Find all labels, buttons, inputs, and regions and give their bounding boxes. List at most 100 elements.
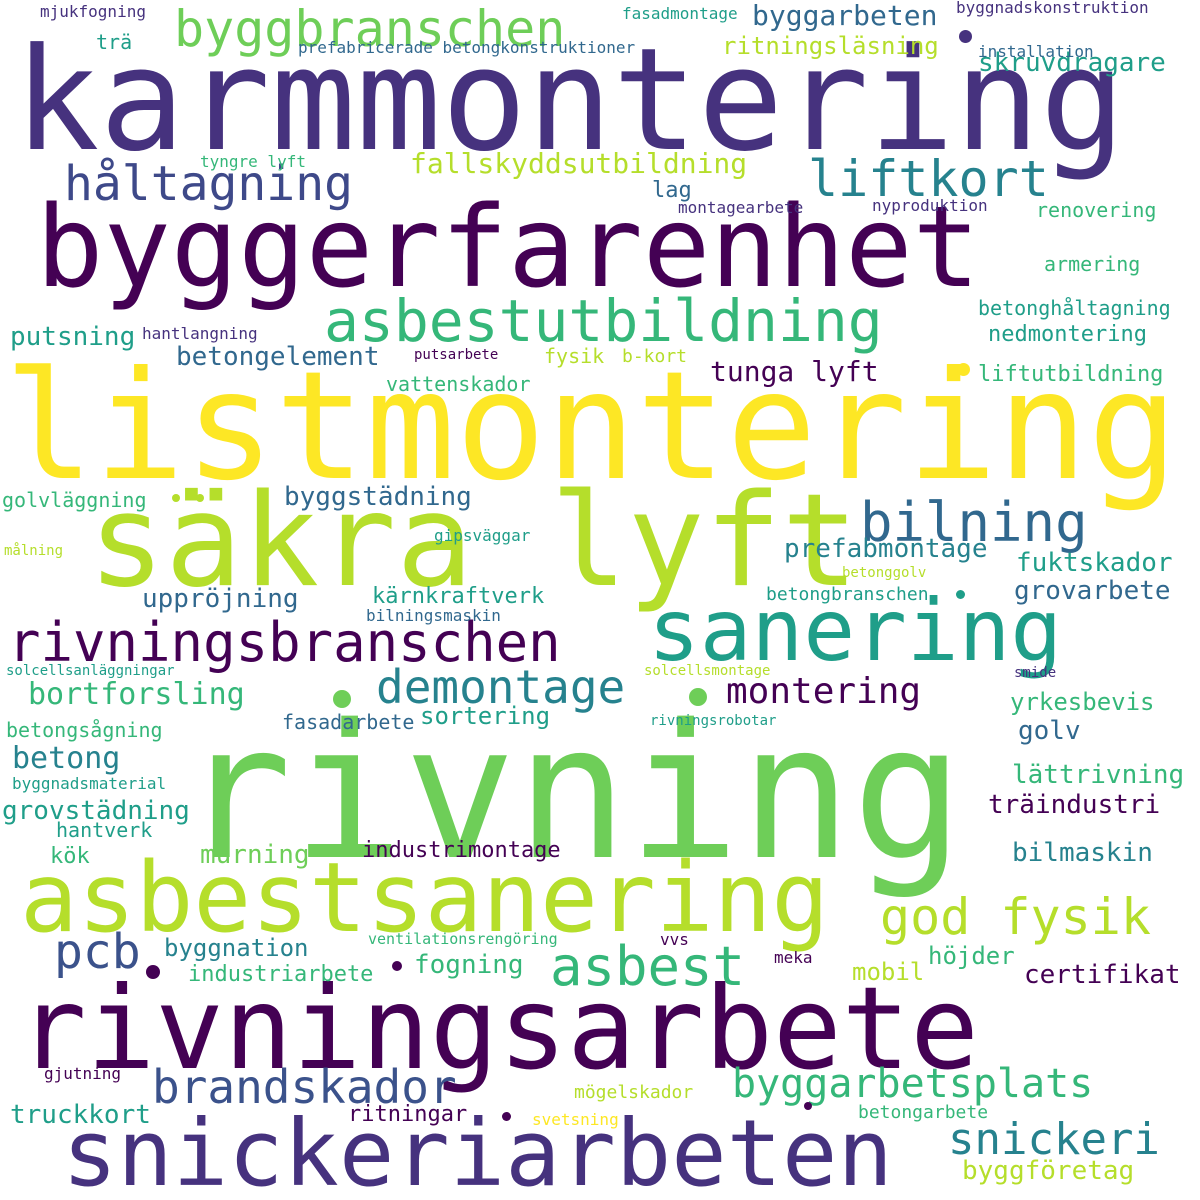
- dot: [804, 1102, 812, 1110]
- word-hantlangning: hantlangning: [142, 324, 258, 343]
- dot: [146, 965, 160, 979]
- word-byggbranschen: byggbranschen: [174, 0, 566, 58]
- word-vattenskador: vattenskador: [386, 372, 531, 396]
- word-listmontering: listmontering: [4, 340, 1178, 514]
- word-grovstadning: grovstädning: [2, 796, 190, 826]
- word-certifikat: certifikat: [1024, 960, 1181, 990]
- word-liftkort: liftkort: [808, 150, 1049, 208]
- dot: [502, 1112, 511, 1121]
- word-montering: montering: [726, 671, 922, 712]
- word-snickeri: snickeri: [948, 1114, 1160, 1165]
- word-asbestutbildning: asbestutbildning: [324, 287, 883, 355]
- word-traindustri: träindustri: [988, 790, 1161, 820]
- word-industriarbete: industriarbete: [188, 962, 374, 987]
- word-malning: målning: [4, 543, 64, 559]
- word-betongbranschen: betongbranschen: [766, 584, 929, 605]
- word-yrkesbevis: yrkesbevis: [1010, 688, 1155, 716]
- word-betonghaltagning: betonghåltagning: [978, 296, 1171, 320]
- word-svetsning: svetsning: [532, 1110, 619, 1129]
- dot: [957, 363, 970, 376]
- word-ritningar: ritningar: [348, 1102, 468, 1127]
- word-golv: golv: [1018, 716, 1081, 746]
- word-bilmaskin: bilmaskin: [1012, 838, 1153, 868]
- word-liftutbildning: liftutbildning: [978, 362, 1164, 387]
- word-pcb: pcb: [54, 924, 141, 980]
- word-gipsvaggar: gipsväggar: [434, 526, 531, 545]
- word-nedmontering: nedmontering: [988, 322, 1147, 347]
- word-asbest: asbest: [550, 935, 746, 998]
- word-sakra-lyft: säkra lyft: [88, 467, 859, 616]
- word-asbestsanering: asbestsanering: [20, 842, 830, 954]
- word-upprojning: uppröjning: [142, 584, 299, 614]
- word-demontage: demontage: [376, 660, 626, 714]
- word-mobil: mobil: [852, 958, 925, 986]
- word-brandskador: brandskador: [152, 1060, 457, 1114]
- word-fysik: fysik: [544, 344, 605, 368]
- word-ritningslasning: ritningsläsning: [722, 32, 939, 60]
- word-ventilationsrengoring: ventilationsrengöring: [368, 930, 558, 948]
- word-byggnadskonstruktion: byggnadskonstruktion: [956, 0, 1149, 17]
- word-byggstadning: byggstädning: [284, 482, 472, 512]
- word-putsarbete: putsarbete: [414, 347, 499, 363]
- word-meka: meka: [774, 948, 813, 967]
- word-golvlaggning: golvläggning: [2, 488, 147, 512]
- word-smide: smide: [1014, 665, 1057, 681]
- word-kok: kök: [50, 844, 90, 869]
- word-renovering: renovering: [1036, 198, 1157, 222]
- word-byggforetag: byggföretag: [962, 1156, 1135, 1186]
- word-byggarbetsplats: byggarbetsplats: [732, 1061, 1094, 1107]
- word-betongelement: betongelement: [176, 342, 380, 372]
- word-tyngre-lyft: tyngre lyft: [200, 152, 306, 171]
- word-karmmontering: karmmontering: [14, 18, 1126, 183]
- word-putsning: putsning: [10, 322, 136, 352]
- word-hojder: höjder: [928, 942, 1015, 970]
- word-prefabricerade: prefabricerade betongkonstruktioner: [298, 38, 636, 57]
- word-lag: lag: [652, 178, 692, 203]
- word-snickeriarbeten: snickeriarbeten: [62, 1100, 893, 1200]
- word-rivningsarbete: rivningsarbete: [18, 962, 979, 1095]
- word-grovarbete: grovarbete: [1014, 576, 1171, 606]
- word-installation: installation: [978, 42, 1094, 61]
- dot: [196, 494, 204, 502]
- word-mogelskador: mögelskador: [574, 1082, 694, 1103]
- word-haltagning: håltagning: [64, 156, 353, 212]
- word-truckkort: truckkort: [10, 1100, 151, 1130]
- word-bilningsmaskin: bilningsmaskin: [366, 606, 501, 625]
- word-karnkraftverk: kärnkraftverk: [372, 584, 545, 609]
- word-montagearbete: montagearbete: [678, 198, 804, 217]
- word-byggnation: byggnation: [164, 934, 309, 962]
- word-betongsagning: betongsågning: [6, 718, 163, 742]
- word-solcellsmontage: solcellsmontage: [644, 663, 771, 679]
- word-byggerfarenhet: byggerfarenhet: [36, 183, 981, 313]
- word-gjutning: gjutning: [44, 1064, 122, 1083]
- word-nyproduktion: nyproduktion: [872, 196, 988, 215]
- word-betonggolv: betonggolv: [842, 565, 927, 581]
- word-mjukfogning: mjukfogning: [40, 2, 146, 21]
- word-fogning: fogning: [414, 950, 524, 980]
- word-bilning: bilning: [860, 491, 1088, 554]
- word-prefabmontage: prefabmontage: [784, 534, 988, 564]
- dot: [172, 494, 180, 502]
- word-fasadmontage: fasadmontage: [622, 4, 738, 23]
- word-b-kort: b-kort: [622, 346, 688, 367]
- word-fasadarbete: fasadarbete: [282, 710, 415, 734]
- word-rivning: rivning: [180, 684, 964, 901]
- word-god-fysik: god fysik: [880, 888, 1151, 946]
- word-lattrivning: lättrivning: [1012, 760, 1185, 790]
- word-sanering: sanering: [648, 581, 1063, 681]
- dot: [689, 688, 707, 706]
- dot: [392, 961, 402, 971]
- word-byggnadsmaterial: byggnadsmaterial: [12, 774, 167, 793]
- word-armering: armering: [1044, 252, 1141, 276]
- word-skruvdragare: skruvdragare: [978, 48, 1166, 78]
- word-tunga-lyft: tunga lyft: [710, 355, 879, 388]
- word-sortering: sortering: [420, 702, 551, 730]
- word-betongarbete: betongarbete: [858, 1102, 989, 1123]
- word-fallskyddsutbildning: fallskyddsutbildning: [410, 147, 748, 180]
- word-betong: betong: [12, 741, 121, 776]
- word-hantverk: hantverk: [56, 818, 153, 842]
- word-solcellsanlaggningar: solcellsanläggningar: [6, 663, 175, 679]
- word-fuktskador: fuktskador: [1016, 548, 1173, 578]
- word-murning: murning: [200, 840, 310, 870]
